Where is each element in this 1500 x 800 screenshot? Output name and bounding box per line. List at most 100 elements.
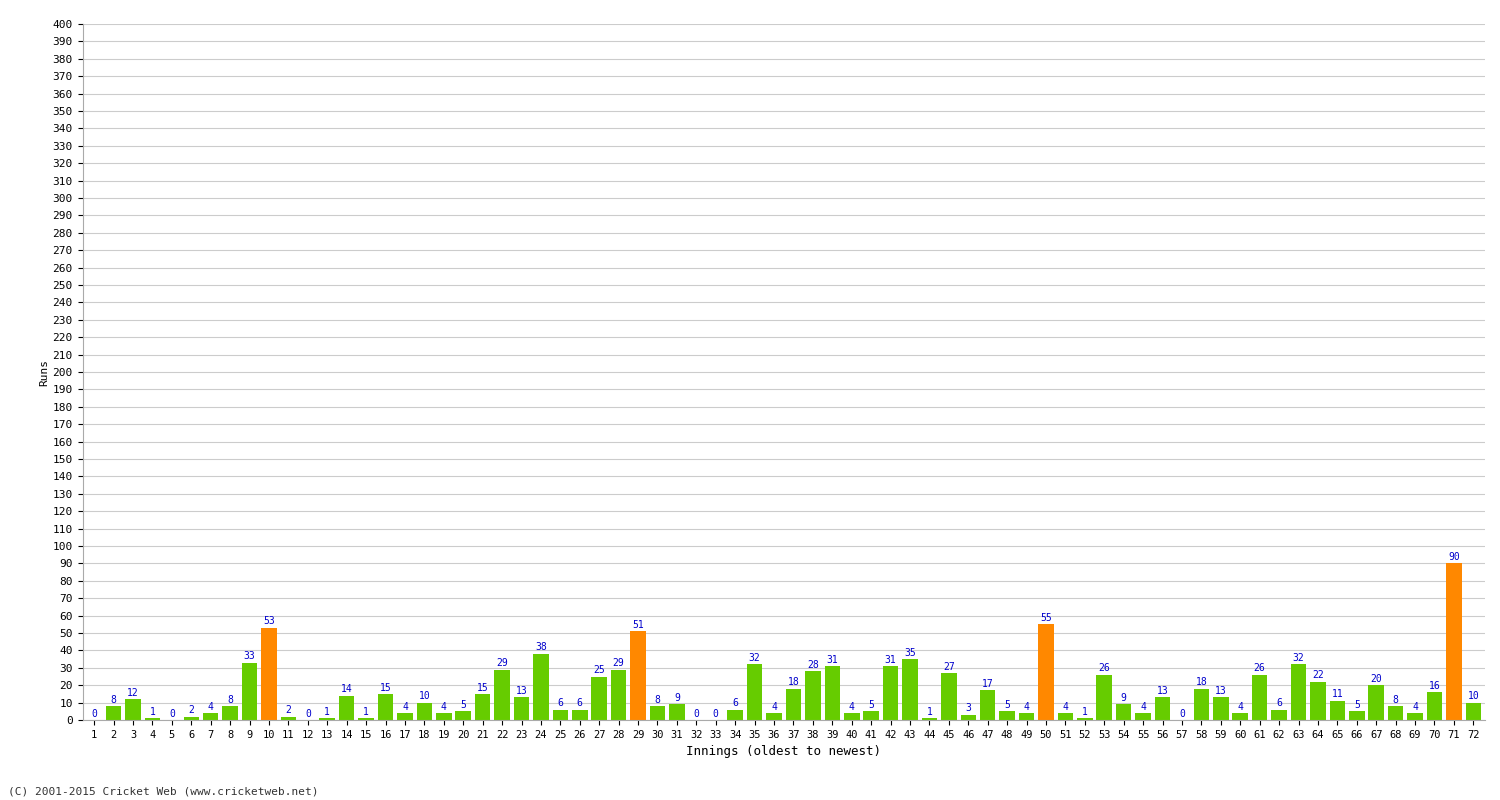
Text: 5: 5	[1004, 700, 1010, 710]
Bar	[650, 706, 666, 720]
Bar	[1368, 685, 1384, 720]
Bar	[766, 713, 782, 720]
Text: 5: 5	[868, 700, 874, 710]
Bar	[1019, 713, 1035, 720]
Bar	[106, 706, 122, 720]
Text: 5: 5	[460, 700, 466, 710]
Bar	[1233, 713, 1248, 720]
Text: 6: 6	[732, 698, 738, 708]
Text: 4: 4	[441, 702, 447, 712]
Bar	[1348, 711, 1365, 720]
Text: 51: 51	[632, 620, 644, 630]
Text: 4: 4	[1238, 702, 1244, 712]
Bar	[1096, 674, 1112, 720]
Text: 9: 9	[1120, 693, 1126, 703]
Bar	[999, 711, 1016, 720]
Bar	[261, 628, 278, 720]
Text: 53: 53	[262, 616, 274, 626]
Text: 15: 15	[380, 682, 392, 693]
Text: 25: 25	[594, 665, 604, 675]
Text: 6: 6	[578, 698, 582, 708]
Bar	[630, 631, 646, 720]
Text: 0: 0	[712, 709, 718, 718]
Bar	[242, 662, 258, 720]
Text: 8: 8	[111, 694, 117, 705]
Text: 26: 26	[1254, 663, 1266, 674]
Text: 4: 4	[209, 702, 213, 712]
Bar	[1329, 701, 1346, 720]
Text: 13: 13	[1215, 686, 1227, 696]
Bar	[728, 710, 742, 720]
Bar	[1272, 710, 1287, 720]
Bar	[1407, 713, 1424, 720]
Bar	[1290, 664, 1306, 720]
Bar	[940, 673, 957, 720]
Bar	[1194, 689, 1209, 720]
Bar	[1252, 674, 1268, 720]
Bar	[320, 718, 334, 720]
Bar	[610, 670, 627, 720]
Text: 14: 14	[340, 684, 352, 694]
Text: 8: 8	[226, 694, 232, 705]
Bar	[1136, 713, 1150, 720]
Bar	[806, 671, 820, 720]
Bar	[1155, 698, 1170, 720]
Text: 29: 29	[614, 658, 624, 668]
Bar	[378, 694, 393, 720]
Text: 0: 0	[1179, 709, 1185, 718]
Bar	[572, 710, 588, 720]
Text: 18: 18	[1196, 678, 1208, 687]
Text: 6: 6	[558, 698, 564, 708]
Bar	[532, 654, 549, 720]
Text: 0: 0	[693, 709, 699, 718]
Text: 4: 4	[1140, 702, 1146, 712]
Bar	[1426, 692, 1443, 720]
Text: 2: 2	[285, 705, 291, 715]
Text: 12: 12	[128, 688, 140, 698]
Bar	[591, 677, 608, 720]
Text: 2: 2	[189, 705, 194, 715]
Bar	[476, 694, 490, 720]
Bar	[864, 711, 879, 720]
Text: 28: 28	[807, 660, 819, 670]
Bar	[1038, 624, 1054, 720]
Text: 1: 1	[363, 707, 369, 717]
Bar	[436, 713, 451, 720]
Bar	[1077, 718, 1092, 720]
Bar	[786, 689, 801, 720]
Text: 4: 4	[1412, 702, 1418, 712]
Bar	[398, 713, 412, 720]
Text: 0: 0	[92, 709, 98, 718]
Bar	[124, 699, 141, 720]
Text: 6: 6	[1276, 698, 1282, 708]
Bar	[884, 666, 898, 720]
Bar	[844, 713, 859, 720]
Text: 38: 38	[536, 642, 548, 653]
Text: 11: 11	[1332, 690, 1342, 699]
Bar	[183, 717, 200, 720]
Bar	[456, 711, 471, 720]
Text: (C) 2001-2015 Cricket Web (www.cricketweb.net): (C) 2001-2015 Cricket Web (www.cricketwe…	[8, 786, 318, 796]
Bar	[358, 718, 374, 720]
Text: 4: 4	[402, 702, 408, 712]
Text: 8: 8	[654, 694, 660, 705]
Bar	[1116, 704, 1131, 720]
Text: 4: 4	[1023, 702, 1029, 712]
Text: 13: 13	[516, 686, 528, 696]
Text: 32: 32	[748, 653, 760, 663]
Text: 26: 26	[1098, 663, 1110, 674]
Bar	[825, 666, 840, 720]
Text: 4: 4	[771, 702, 777, 712]
Bar	[202, 713, 219, 720]
Text: 0: 0	[170, 709, 176, 718]
Text: 31: 31	[827, 654, 839, 665]
Text: 8: 8	[1392, 694, 1398, 705]
Text: 32: 32	[1293, 653, 1305, 663]
Text: 5: 5	[1354, 700, 1359, 710]
Text: 10: 10	[1467, 691, 1479, 702]
Text: 1: 1	[324, 707, 330, 717]
Bar	[495, 670, 510, 720]
Text: 17: 17	[982, 679, 993, 689]
Text: 18: 18	[788, 678, 800, 687]
Bar	[980, 690, 996, 720]
